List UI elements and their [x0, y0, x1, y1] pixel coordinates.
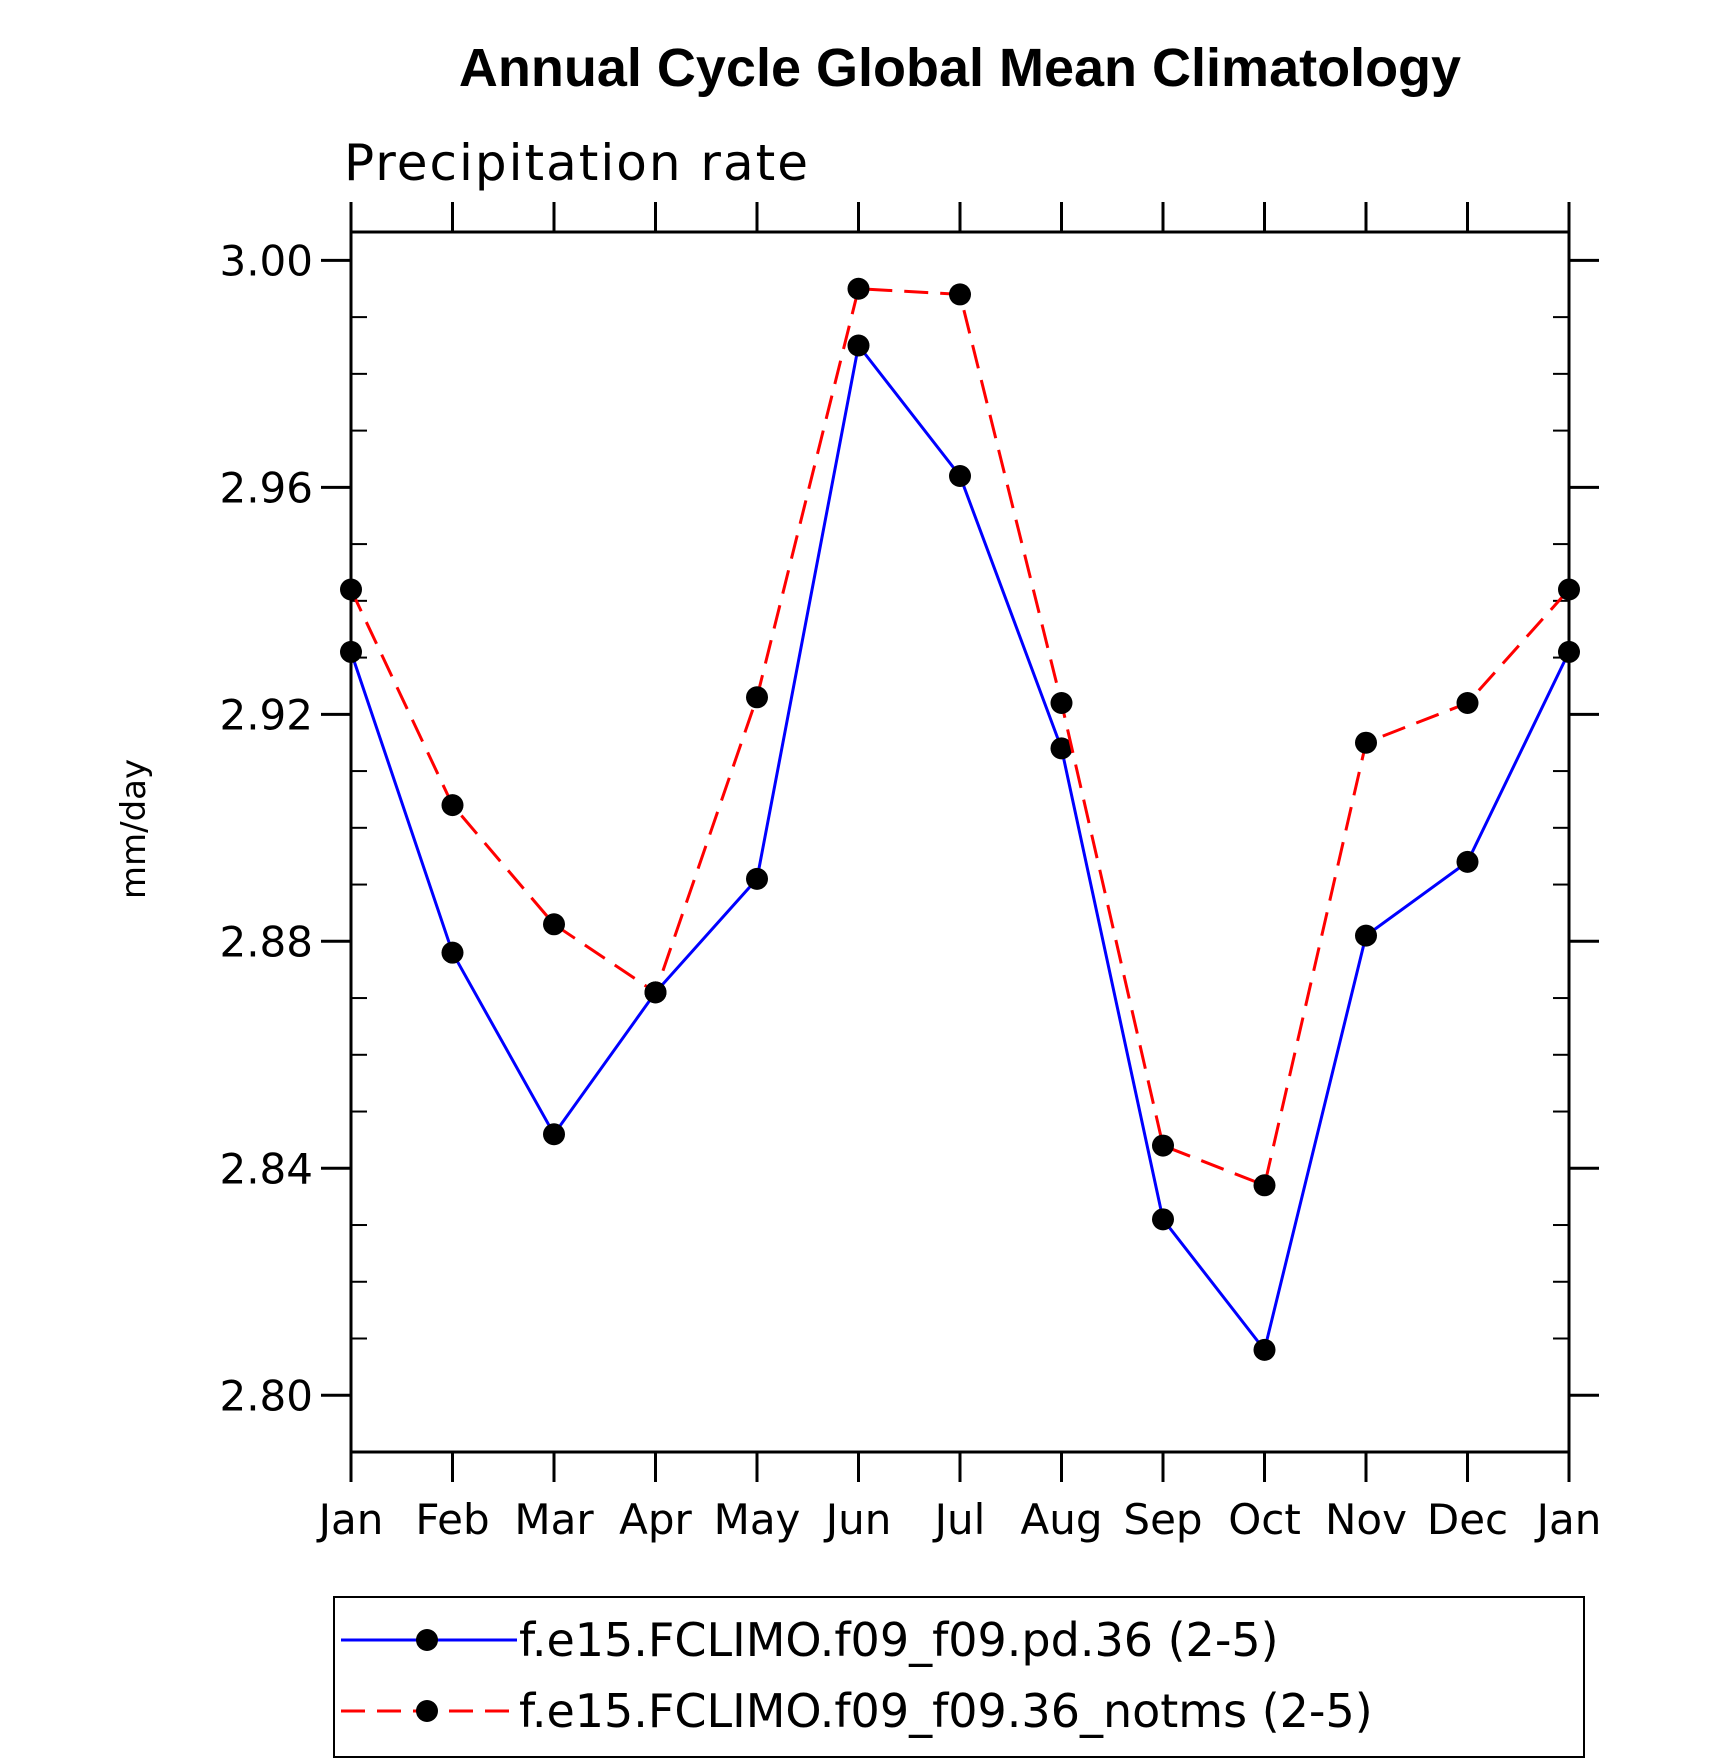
data-point-series-1	[847, 334, 870, 357]
data-point-series-1	[441, 941, 464, 964]
x-tick-label: Aug	[1020, 1495, 1102, 1544]
legend-box	[333, 1596, 1585, 1758]
data-point-series-1	[949, 465, 971, 487]
data-point-series-1	[1456, 850, 1479, 873]
y-tick-label: 2.84	[219, 1144, 313, 1193]
chart-title: Annual Cycle Global Mean Climatology	[459, 38, 1461, 98]
x-tick-label: Mar	[514, 1495, 594, 1544]
data-point-series-2	[847, 277, 870, 300]
data-point-series-2	[949, 283, 971, 306]
x-tick-label: Nov	[1325, 1495, 1407, 1544]
data-point-series-1	[1152, 1208, 1174, 1231]
data-point-series-1	[1558, 640, 1580, 663]
x-tick-label: May	[714, 1495, 801, 1544]
data-point-series-1	[1253, 1338, 1276, 1361]
legend: f.e15.FCLIMO.f09_f09.pd.36 (2-5) f.e15.F…	[333, 1596, 1585, 1758]
y-tick-label: 2.92	[219, 690, 313, 739]
data-point-series-2	[1253, 1174, 1276, 1197]
data-point-series-1	[746, 867, 768, 890]
data-point-series-2	[1456, 691, 1479, 714]
x-tick-label: Dec	[1427, 1495, 1508, 1544]
legend-marker-series-1	[416, 1629, 438, 1651]
x-tick-label: Apr	[619, 1495, 692, 1544]
series-line-2	[349, 287, 1571, 1188]
x-tick-label: Feb	[415, 1495, 489, 1544]
x-tick-label: Jan	[316, 1495, 384, 1544]
legend-marker-series-2	[416, 1700, 438, 1722]
y-axis-title: mm/day	[114, 759, 154, 899]
axes: Jan Feb Mar Apr May Jun Jul Aug Sep Oct Nov Dec Jan 2…	[219, 202, 1601, 1544]
series-line-1	[349, 341, 1571, 1354]
x-tick-label: Jul	[932, 1495, 986, 1544]
data-point-series-2	[644, 981, 667, 1004]
plot-frame	[349, 230, 1571, 1454]
data-point-series-1	[543, 1123, 565, 1146]
y-tick-label: 2.88	[219, 917, 313, 966]
data-point-series-1	[1355, 924, 1377, 947]
x-tick-label: Oct	[1228, 1495, 1301, 1544]
data-point-series-2	[1355, 731, 1377, 754]
data-point-series-2	[340, 578, 362, 601]
y-tick-label: 2.80	[219, 1371, 313, 1420]
data-point-series-2	[746, 686, 768, 709]
data-point-series-2	[441, 794, 464, 817]
data-point-series-2	[1558, 578, 1580, 601]
data-point-series-2	[1050, 691, 1073, 714]
x-tick-label: Jan	[1534, 1495, 1602, 1544]
series-group	[340, 277, 1580, 1361]
data-point-series-1	[340, 640, 362, 663]
chart-subtitle: Precipitation rate	[344, 134, 810, 192]
data-point-series-1	[1050, 737, 1073, 760]
x-tick-label: Sep	[1123, 1495, 1202, 1544]
y-tick-label: 3.00	[219, 236, 313, 285]
legend-label-series-2: f.e15.FCLIMO.f09_f09.36_notms (2-5)	[519, 1684, 1373, 1738]
data-point-series-2	[1152, 1134, 1174, 1157]
legend-label-series-1: f.e15.FCLIMO.f09_f09.pd.36 (2-5)	[519, 1613, 1279, 1667]
x-tick-label: Jun	[823, 1495, 892, 1544]
data-point-series-2	[543, 913, 565, 936]
y-tick-label: 2.96	[219, 463, 313, 512]
